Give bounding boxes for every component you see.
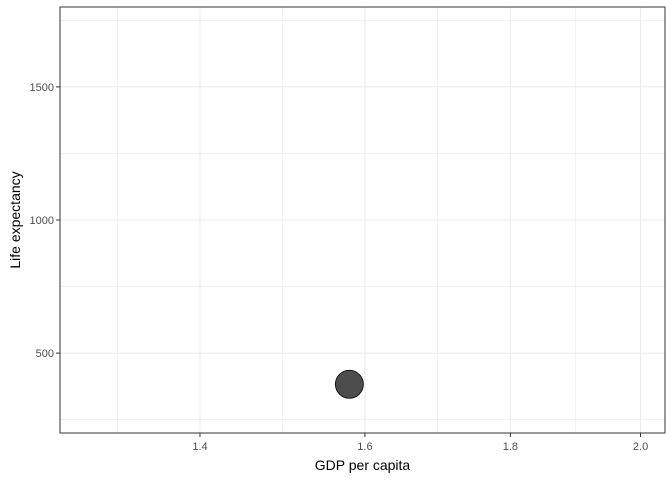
- x-tick-label: 1.4: [192, 441, 207, 453]
- data-points: [334, 369, 364, 399]
- x-axis-ticks: 1.4 1.6 1.8 2.0: [192, 433, 648, 453]
- y-axis-title: Life expectancy: [7, 171, 23, 268]
- y-tick-label: 1000: [30, 215, 54, 227]
- y-tick-label: 1500: [30, 82, 54, 94]
- y-axis-ticks: 500 1000 1500: [30, 82, 60, 360]
- x-tick-label: 2.0: [633, 441, 648, 453]
- minor-gridlines: [60, 7, 665, 433]
- major-gridlines: [60, 7, 665, 433]
- y-tick-label: 500: [36, 348, 54, 360]
- x-tick-label: 1.8: [503, 441, 518, 453]
- x-tick-label: 1.6: [357, 441, 372, 453]
- data-point: [334, 369, 364, 399]
- x-axis-title: GDP per capita: [315, 457, 411, 473]
